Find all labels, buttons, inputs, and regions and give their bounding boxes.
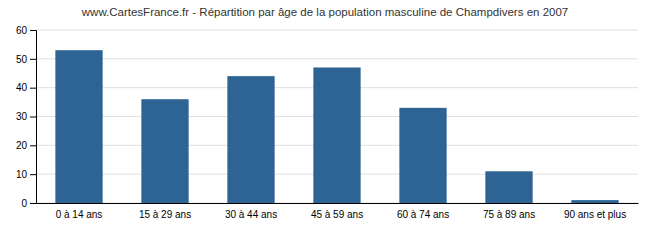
plot: 0 10 20 30 40 50 60 0 à 14 ans 15 à 29 ans 30 à 4… bbox=[16, 25, 639, 220]
axis-line bbox=[30, 31, 37, 204]
tick: 15 à 29 ans bbox=[139, 209, 191, 220]
bar bbox=[141, 99, 188, 203]
grid-line bbox=[36, 58, 638, 59]
tick-label: 45 à 59 ans bbox=[311, 209, 363, 220]
tick-label: 90 ans et plus bbox=[564, 209, 626, 220]
tick-label: 60 à 74 ans bbox=[397, 209, 449, 220]
tick: 60 bbox=[16, 25, 36, 36]
tick: 20 bbox=[16, 140, 36, 151]
bars bbox=[55, 50, 618, 203]
tick: 45 à 59 ans bbox=[311, 209, 363, 220]
bar bbox=[571, 200, 618, 203]
title: www.CartesFrance.fr - Répartition par âg… bbox=[81, 6, 568, 18]
tick-mark bbox=[30, 145, 36, 146]
axis-line bbox=[37, 203, 639, 204]
tick-label: 40 bbox=[16, 82, 28, 93]
tick-label: 0 à 14 ans bbox=[56, 209, 103, 220]
tick: 50 bbox=[16, 54, 36, 65]
tick-mark bbox=[30, 30, 36, 31]
tick-mark bbox=[30, 117, 36, 118]
tick-mark bbox=[30, 203, 36, 204]
tick: 30 à 44 ans bbox=[225, 209, 277, 220]
tick: 75 à 89 ans bbox=[483, 209, 535, 220]
grid bbox=[36, 30, 638, 203]
tick: 0 à 14 ans bbox=[56, 209, 103, 220]
tick: 90 ans et plus bbox=[564, 209, 626, 220]
bar bbox=[399, 108, 446, 203]
tick-label: 15 à 29 ans bbox=[139, 209, 191, 220]
bar bbox=[313, 67, 360, 203]
tick: 30 bbox=[16, 111, 36, 122]
tick-label: 10 bbox=[16, 169, 28, 180]
tick: 10 bbox=[16, 169, 36, 180]
grid-line bbox=[36, 30, 638, 31]
tick: 40 bbox=[16, 82, 36, 93]
tick-mark bbox=[30, 59, 36, 60]
tick-label: 30 à 44 ans bbox=[225, 209, 277, 220]
tick-label: 60 bbox=[16, 25, 28, 36]
tick-mark bbox=[30, 88, 36, 89]
tick-label: 30 bbox=[16, 111, 28, 122]
tick-label: 75 à 89 ans bbox=[483, 209, 535, 220]
tick-mark bbox=[30, 174, 36, 175]
tick-label: 0 bbox=[21, 198, 27, 209]
bar bbox=[227, 76, 274, 203]
tick: 0 bbox=[21, 198, 36, 209]
tick-label: 50 bbox=[16, 54, 28, 65]
bar bbox=[485, 171, 532, 203]
chart: www.CartesFrance.fr - Répartition par âg… bbox=[0, 0, 650, 229]
tick-label: 20 bbox=[16, 140, 28, 151]
tick: 60 à 74 ans bbox=[397, 209, 449, 220]
x-axis: 0 à 14 ans 15 à 29 ans 30 à 44 ans 45 à 59 … bbox=[37, 204, 639, 221]
y-axis: 0 10 20 30 40 50 60 bbox=[16, 25, 37, 209]
bar bbox=[55, 50, 102, 203]
